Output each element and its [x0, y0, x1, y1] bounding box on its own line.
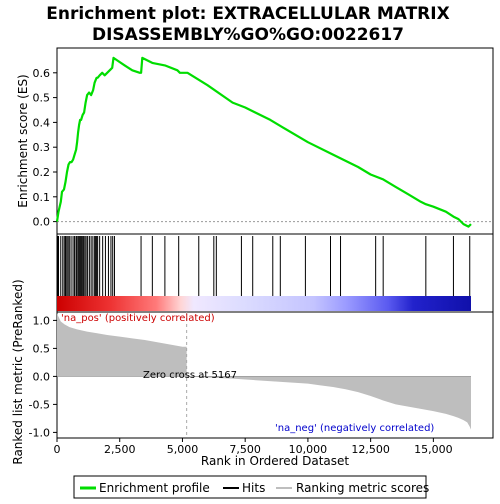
zero-cross-label: Zero cross at 5167	[143, 370, 237, 381]
es-y-tick-label: 0.4	[33, 116, 51, 129]
es-y-tick-label: 0.6	[33, 67, 51, 80]
metric-y-tick-label: 1.0	[33, 314, 51, 327]
x-tick-label: 12,500	[351, 443, 390, 456]
es-y-axis-label: Enrichment score (ES)	[16, 74, 30, 207]
chart-title-line2: DISASSEMBLY%GO%GO:0022617	[92, 25, 404, 45]
es-y-tick-label: 0.5	[33, 92, 51, 105]
es-y-tick-label: 0.0	[33, 216, 51, 229]
x-axis-label: Rank in Ordered Dataset	[201, 454, 349, 468]
pos-correlated-label: 'na_pos' (positively correlated)	[61, 313, 215, 324]
legend-es-label: Enrichment profile	[99, 481, 210, 495]
legend-hits-label: Hits	[242, 481, 265, 495]
legend: Enrichment profile Hits Ranking metric s…	[74, 476, 429, 498]
x-tick-label: 2,500	[104, 443, 136, 456]
es-y-tick-label: 0.3	[33, 141, 51, 154]
metric-y-axis-ticks: 1.0 0.5 0.0 -0.5 -1.0	[29, 314, 57, 439]
es-panel-frame	[57, 48, 493, 234]
rank-color-bar	[57, 296, 471, 311]
chart-title-line1: Enrichment plot: EXTRACELLULAR MATRIX	[46, 4, 449, 24]
es-y-tick-label: 0.1	[33, 191, 51, 204]
legend-metric-label: Ranking metric scores	[296, 481, 429, 495]
metric-y-axis-label: Ranked list metric (PreRanked)	[11, 279, 25, 464]
neg-correlated-label: 'na_neg' (negatively correlated)	[275, 423, 434, 434]
metric-y-tick-label: -0.5	[29, 398, 50, 411]
x-tick-label: 15,000	[414, 443, 453, 456]
x-tick-label: 5,000	[167, 443, 199, 456]
x-tick-label: 0	[54, 443, 61, 456]
metric-y-tick-label: -1.0	[29, 426, 50, 439]
es-y-axis-ticks: 0.0 0.1 0.2 0.3 0.4 0.5 0.6	[33, 67, 58, 229]
es-y-tick-label: 0.2	[33, 166, 51, 179]
metric-y-tick-label: 0.0	[33, 370, 51, 383]
metric-y-tick-label: 0.5	[33, 342, 51, 355]
